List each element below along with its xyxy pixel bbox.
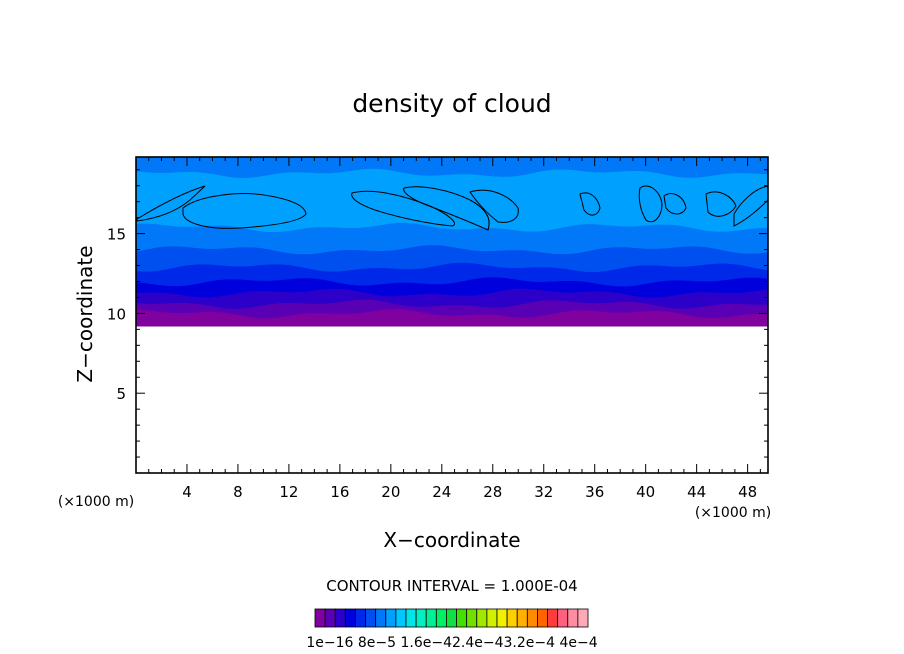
- colorbar-swatch: [365, 608, 377, 628]
- x-tick-label: 28: [483, 483, 502, 501]
- y-tick-label: 10: [107, 305, 126, 323]
- colorbar-swatch: [466, 608, 478, 628]
- contour-line-4: [403, 186, 490, 231]
- y-tick-label: 5: [116, 385, 126, 403]
- y-axis-label: Z−coordinate: [73, 245, 97, 382]
- x-tick-label: 36: [585, 483, 604, 501]
- plot-frame: [135, 156, 769, 474]
- contour-band-8: [135, 168, 769, 233]
- x-tick-label: 44: [687, 483, 706, 501]
- colorbar-tick-labels: 1e−16 8e−5 1.6e−42.4e−43.2e−4 4e−4: [306, 635, 597, 651]
- colorbar-swatch: [375, 608, 387, 628]
- contour-bands: [135, 156, 769, 327]
- y-tick-label: 15: [107, 226, 126, 244]
- colorbar-swatch: [405, 608, 417, 628]
- x-tick-label: 48: [738, 483, 757, 501]
- colorbar-swatch: [456, 608, 468, 628]
- colorbar-swatch: [526, 608, 538, 628]
- colorbar-swatch: [415, 608, 427, 628]
- contour-line-8: [663, 193, 687, 215]
- colorbar-swatch: [496, 608, 508, 628]
- x-tick-label: 20: [381, 483, 400, 501]
- contour-line-7: [638, 185, 663, 223]
- colorbar: [314, 608, 589, 628]
- x-tick-label: 4: [182, 483, 192, 501]
- colorbar-swatch: [537, 608, 548, 628]
- x-tick-label: 32: [534, 483, 553, 501]
- contour-line-1: [136, 185, 206, 222]
- colorbar-swatch: [344, 608, 356, 628]
- contour-lines: [136, 185, 769, 231]
- x-tick-label: 16: [330, 483, 349, 501]
- contour-line-9: [705, 191, 737, 217]
- x-tick-label: 12: [279, 483, 298, 501]
- colorbar-swatch: [435, 608, 447, 628]
- contour-line-5: [469, 189, 519, 223]
- colorbar-swatch: [516, 608, 528, 628]
- y-unit-label: (×1000 m): [58, 494, 134, 510]
- x-tick-label: 40: [636, 483, 655, 501]
- colorbar-swatch: [324, 608, 336, 628]
- x-axis-ticks: 4 8 12 16 20 24 28 32 36 40 44 48: [148, 157, 761, 501]
- colorbar-swatch: [577, 608, 589, 628]
- colorbar-swatch: [314, 608, 326, 628]
- y-axis-ticks: 5 10 15: [107, 169, 768, 458]
- x-axis-label: X−coordinate: [383, 528, 520, 552]
- colorbar-swatch: [506, 608, 518, 628]
- x-tick-label: 24: [432, 483, 451, 501]
- contour-line-6: [579, 192, 601, 216]
- colorbar-swatch: [547, 608, 559, 628]
- colorbar-swatch: [355, 608, 366, 628]
- colorbar-swatch: [567, 608, 579, 628]
- colorbar-swatch: [446, 608, 457, 628]
- colorbar-swatch: [385, 608, 397, 628]
- colorbar-swatch: [395, 608, 407, 628]
- x-unit-label: (×1000 m): [695, 505, 771, 521]
- colorbar-swatch: [476, 608, 488, 628]
- colorbar-swatch: [334, 608, 346, 628]
- colorbar-swatch: [557, 608, 569, 628]
- x-tick-label: 8: [233, 483, 243, 501]
- colorbar-swatch: [425, 608, 437, 628]
- chart-title: density of cloud: [352, 89, 551, 118]
- contour-line-2: [182, 193, 307, 229]
- colorbar-swatch: [486, 608, 498, 628]
- contour-interval-label: CONTOUR INTERVAL = 1.000E-04: [326, 577, 577, 595]
- contour-line-3: [351, 190, 455, 227]
